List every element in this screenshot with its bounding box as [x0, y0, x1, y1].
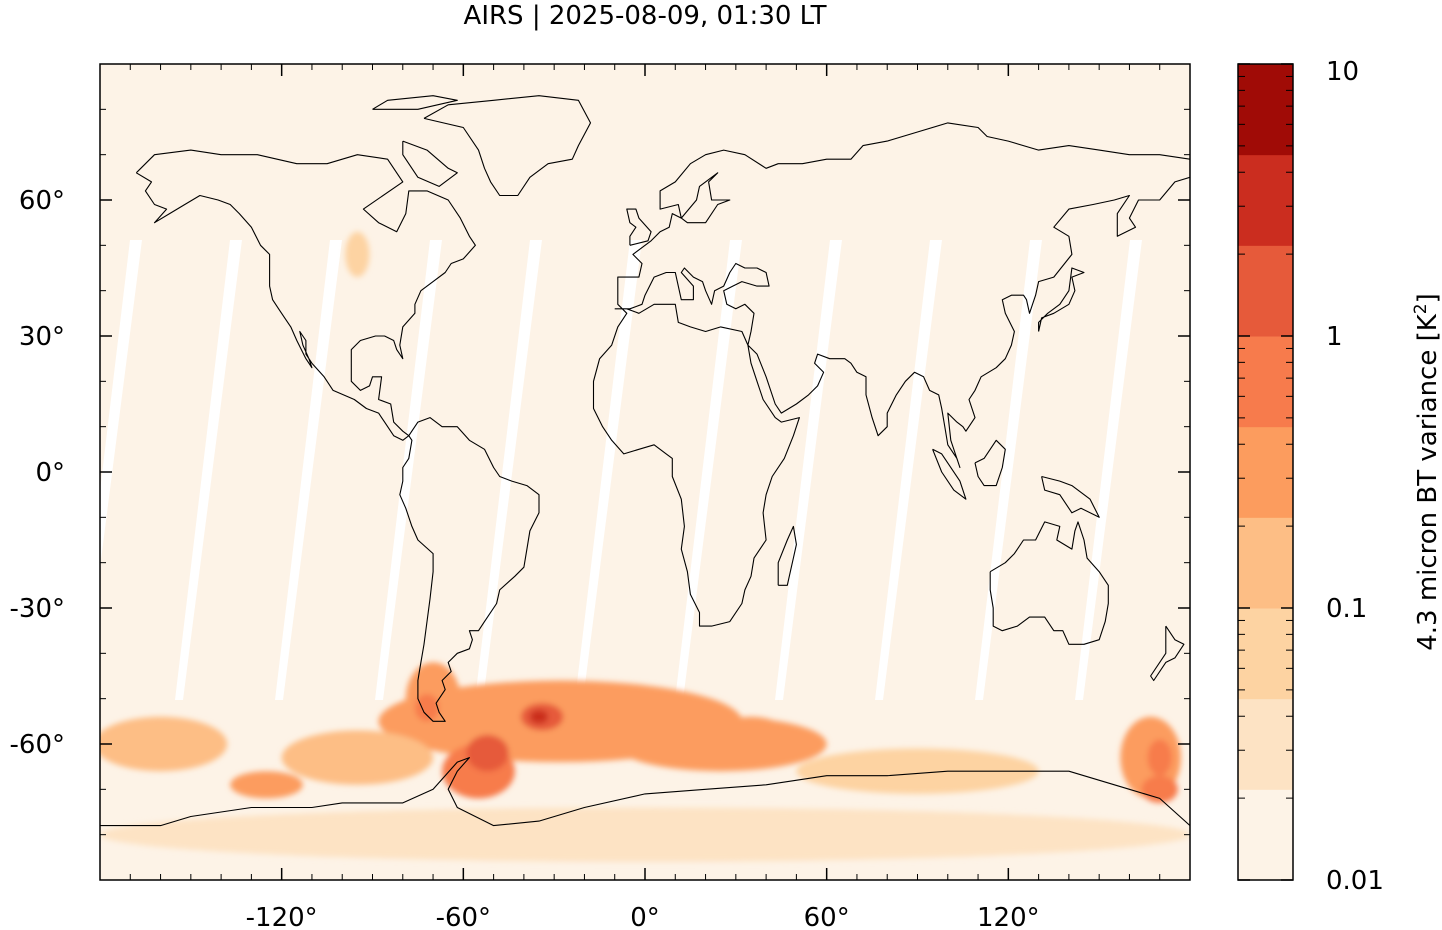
coastlines [100, 95, 1190, 827]
coastline-madagascar [777, 525, 797, 586]
variance-blob [714, 716, 788, 754]
y-tick-label: -60° [10, 730, 65, 760]
variance-blob [796, 748, 1039, 794]
orbit-gaps [100, 240, 1142, 700]
colorbar-band [1238, 608, 1293, 700]
x-tick-label: -120° [246, 903, 318, 930]
colorbar-tick-label: 10 [1326, 57, 1359, 87]
x-tick-label: 60° [804, 903, 850, 930]
variance-blob [100, 807, 1190, 862]
colorbar-tick-label: 1 [1326, 322, 1343, 352]
coastline-sumatra [932, 448, 967, 500]
x-tick-label: 0° [630, 903, 660, 930]
colorbar-band [1238, 154, 1293, 246]
coastline-australia [989, 521, 1109, 645]
coastline-british-isles [626, 208, 652, 246]
y-axis: 60° 30° 0° -30° -60° [10, 186, 1190, 760]
y-tick-label: 60° [19, 186, 65, 216]
colorbar-tick-label: 0.1 [1326, 594, 1367, 624]
map-panel: -120° -60° 0° 60° 120° 60° 30° 0° -30° -60° [10, 63, 1191, 930]
orbit-gap [575, 240, 642, 700]
variance-blob [345, 231, 370, 278]
orbit-gap [875, 240, 942, 700]
colorbar-band [1238, 789, 1293, 881]
y-tick-label: 30° [19, 322, 65, 352]
y-tick-label: 0° [35, 458, 65, 488]
orbit-gap [275, 240, 342, 700]
colorbar-band [1238, 517, 1293, 609]
coastline-eurasia-africa [592, 122, 1190, 627]
orbit-gap [775, 240, 842, 700]
colorbar-band [1238, 426, 1293, 518]
x-tick-label: 120° [977, 903, 1040, 930]
coastline-antarctica [100, 757, 1190, 827]
orbit-gap [975, 240, 1042, 700]
orbit-gap [475, 240, 542, 700]
x-axis: -120° -60° 0° 60° 120° [246, 64, 1040, 930]
coastline-ellesmere [372, 95, 458, 110]
coastline-north-america [135, 149, 476, 441]
variance-blob [100, 716, 228, 772]
coastline-greenland [423, 95, 592, 197]
orbit-gap [100, 240, 142, 568]
variance-field [100, 231, 1190, 862]
coastline-borneo [974, 439, 1006, 487]
coastline-japan [1038, 267, 1085, 332]
variance-blob [281, 730, 434, 785]
coastline-new-guinea [1041, 475, 1100, 518]
colorbar-bands [1238, 64, 1293, 881]
colorbar: 10 1 0.1 0.01 4.3 micron BT variance [K2] [1237, 57, 1442, 896]
variance-blob [1147, 739, 1172, 776]
minor-ticks [100, 64, 1190, 880]
colorbar-tick-label: 0.01 [1326, 866, 1384, 896]
colorbar-band [1238, 64, 1293, 156]
orbit-gap [375, 240, 442, 700]
orbit-gap [1075, 240, 1142, 700]
coastline-baffin [402, 140, 458, 187]
y-tick-label: -30° [10, 594, 65, 624]
variance-blob [529, 710, 549, 724]
orbit-gap [675, 240, 742, 700]
orbit-gap [175, 240, 242, 700]
variance-blob [230, 771, 303, 799]
chart-title: AIRS | 2025-08-09, 01:30 LT [464, 1, 827, 31]
colorbar-label: 4.3 micron BT variance [K2] [1411, 293, 1442, 651]
colorbar-band [1238, 336, 1293, 428]
x-tick-label: -60° [436, 903, 491, 930]
colorbar-ticks: 10 1 0.1 0.01 [1238, 57, 1384, 896]
colorbar-band [1238, 698, 1293, 790]
variance-blob [414, 694, 440, 722]
coastline-south-america [399, 417, 540, 722]
variance-blob [466, 734, 509, 772]
colorbar-band [1238, 245, 1293, 337]
colorbar-frame [1237, 63, 1294, 881]
coastline-new-zealand [1150, 625, 1185, 682]
